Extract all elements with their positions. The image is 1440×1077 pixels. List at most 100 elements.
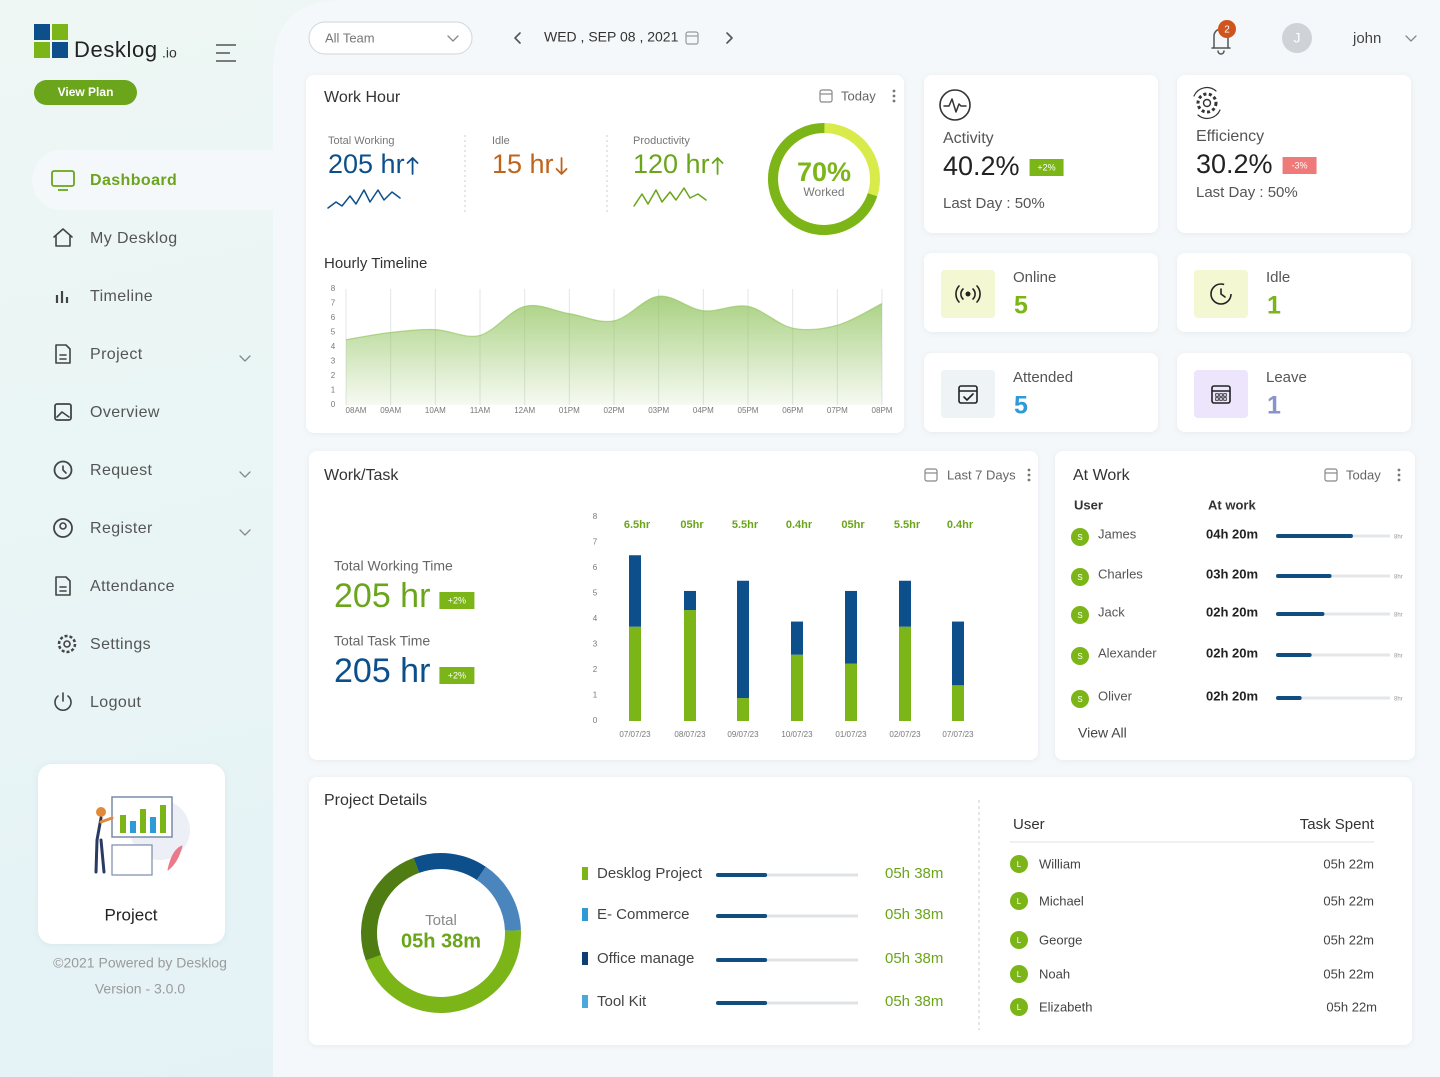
change-badge [439, 592, 475, 609]
stat-title: Efficiency [1196, 128, 1264, 145]
bar-total-label: 6.5hr [624, 519, 651, 531]
nav-item[interactable]: Request [90, 462, 153, 479]
y-tick-label: 1 [331, 386, 336, 395]
x-tick-label: 09AM [380, 406, 401, 415]
bar-segment [629, 555, 641, 627]
counter-icon [955, 285, 981, 303]
user-time: 02h 20m [1206, 604, 1258, 619]
user-name: Alexander [1098, 645, 1157, 660]
x-tick-label: 06PM [782, 406, 803, 415]
counter-icon [1220, 288, 1226, 298]
notification-badge [1218, 20, 1236, 38]
user-time: 03h 20m [1206, 566, 1258, 581]
more-icon [892, 99, 896, 103]
project-name: E- Commerce [597, 906, 690, 923]
nav-item[interactable]: Timeline [90, 288, 153, 305]
counter-value: 5 [1014, 292, 1028, 320]
promo-illustration [160, 805, 166, 833]
bar-segment [952, 685, 964, 721]
card-title: At Work [1073, 467, 1131, 484]
team-dropdown[interactable] [308, 21, 473, 55]
user-name: Charles [1098, 566, 1143, 581]
nav-icon [54, 692, 72, 711]
calendar-icon [819, 89, 833, 103]
sparkline [633, 187, 707, 207]
chevron-icon [239, 355, 251, 362]
counter-icon [1219, 393, 1223, 397]
promo-illustration [94, 816, 106, 874]
view-all-link[interactable]: View All [1078, 725, 1127, 741]
column-header: User [1074, 497, 1103, 512]
metric-value: 205 hr [328, 149, 405, 179]
nav-item[interactable]: Attendance [90, 578, 175, 595]
user-time: 02h 20m [1206, 688, 1258, 703]
logo-mark [52, 24, 68, 40]
nav-icon [62, 465, 67, 474]
nav-item[interactable]: Logout [90, 694, 141, 711]
bar [1276, 574, 1332, 578]
counter-label: Idle [1266, 269, 1290, 286]
promo-illustration [167, 845, 183, 871]
nav-item[interactable]: Overview [90, 404, 160, 421]
summary-value: 205 hr [334, 652, 430, 690]
project-name: Desklog Project [597, 865, 703, 882]
x-tick-label: 01/07/23 [835, 730, 867, 739]
more-icon [1397, 468, 1401, 472]
y-tick-label: 5 [331, 328, 336, 337]
bar-segment [899, 580, 911, 627]
nav-item[interactable]: Register [90, 520, 153, 537]
trend-arrow [406, 157, 419, 175]
user-name: George [1039, 932, 1082, 947]
counter-icon [958, 385, 978, 404]
user-time: 05h 22m [1323, 856, 1374, 871]
more-icon [892, 89, 896, 93]
y-tick-label: 6 [331, 313, 336, 322]
promo-label: Project [105, 905, 158, 924]
bar-max-label: 8hr [1394, 697, 1403, 703]
user-avatar [1071, 690, 1089, 708]
nav-item[interactable]: Dashboard [90, 172, 177, 189]
nav-icon [53, 460, 73, 480]
bar-total-label: 0.4hr [786, 519, 813, 531]
nav-icon [59, 522, 67, 530]
footer-text: Version - 3.0.0 [95, 981, 185, 997]
promo-illustration [130, 821, 136, 833]
change-badge [1282, 157, 1317, 174]
more-icon [1027, 478, 1031, 482]
promo-illustration [140, 809, 146, 833]
team-dropdown-label[interactable]: All Team [325, 30, 375, 45]
period-label[interactable]: Last 7 Days [947, 467, 1016, 482]
x-tick-label: 07/07/23 [942, 730, 974, 739]
user-time: 05h 22m [1323, 932, 1374, 947]
trend-arrow [711, 157, 724, 175]
counter-label: Attended [1013, 369, 1073, 386]
progress-bar [716, 958, 768, 962]
x-tick-label: 12AM [514, 406, 535, 415]
calendar-icon [924, 468, 938, 482]
promo-illustration [111, 844, 153, 876]
counter-icon [1215, 393, 1219, 397]
promo-illustration [120, 815, 126, 833]
counter-value: 5 [1014, 392, 1028, 420]
project-name: Tool Kit [597, 993, 647, 1010]
nav-item[interactable]: My Desklog [90, 230, 178, 247]
nav-item[interactable]: Settings [90, 636, 151, 653]
counter-icon [1223, 397, 1227, 401]
period-label[interactable]: Today [1346, 467, 1381, 482]
x-tick-label: 08/07/23 [674, 730, 706, 739]
trend-arrow [555, 157, 568, 175]
view-plan-label[interactable]: View Plan [58, 85, 114, 99]
user-avatar-initial: S [1077, 533, 1082, 542]
promo-illustration [99, 816, 114, 824]
more-icon [1397, 473, 1401, 477]
view-plan-button[interactable] [34, 80, 137, 105]
nav-icon [53, 518, 73, 538]
user-avatar[interactable] [1282, 23, 1312, 53]
user-name[interactable]: john [1352, 30, 1381, 47]
period-label[interactable]: Today [841, 88, 876, 103]
nav-item[interactable]: Project [90, 346, 143, 363]
bar-total-label: 05hr [841, 519, 865, 531]
notification-count: 2 [1224, 25, 1230, 36]
metric-label: Idle [492, 135, 510, 147]
